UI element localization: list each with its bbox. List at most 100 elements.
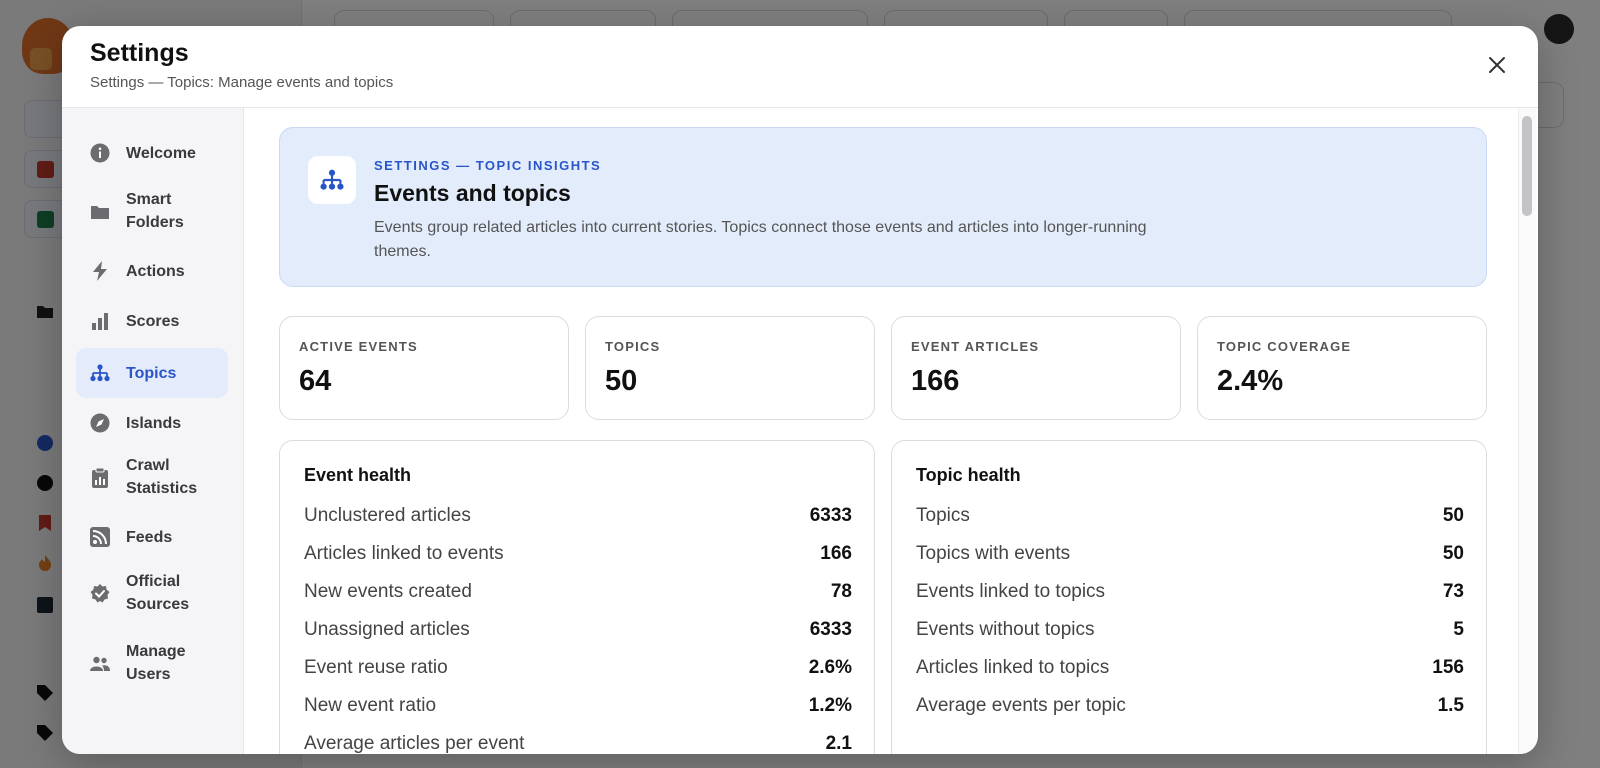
nav-item-label: Topics bbox=[126, 365, 177, 382]
event-health-row: Event reuse ratio 2.6% bbox=[304, 653, 852, 683]
modal-title: Settings bbox=[90, 39, 189, 67]
settings-nav: Welcome Smart Folders Actions Scores Topi bbox=[62, 108, 244, 754]
stat-value: 64 bbox=[299, 365, 332, 397]
metric-value: 5 bbox=[1453, 619, 1464, 640]
topic-health-title: Topic health bbox=[916, 465, 1021, 485]
nav-item-label: Crawl Statistics bbox=[126, 457, 198, 497]
bar-chart-icon bbox=[90, 311, 110, 331]
metric-value: 6333 bbox=[809, 505, 852, 526]
topic-insights-banner: SETTINGS — TOPIC INSIGHTS Events and top… bbox=[279, 127, 1487, 287]
metric-value: 2.6% bbox=[808, 657, 852, 678]
nav-item-welcome[interactable]: Welcome bbox=[76, 130, 228, 176]
settings-modal: Settings Settings — Topics: Manage event… bbox=[62, 26, 1538, 754]
topic-health-row: Average events per topic 1.5 bbox=[916, 691, 1464, 721]
modal-header: Settings Settings — Topics: Manage event… bbox=[62, 26, 1538, 108]
event-health-card: Event health Unclustered articles 6333 Ar… bbox=[279, 440, 875, 754]
topic-health-row: Topics with events 50 bbox=[916, 539, 1464, 569]
metric-value: 1.5 bbox=[1437, 695, 1464, 716]
modal-subtitle: Settings — Topics: Manage events and top… bbox=[90, 74, 394, 91]
metric-value: 50 bbox=[1442, 543, 1464, 564]
lightning-icon bbox=[90, 261, 110, 281]
stat-value: 2.4% bbox=[1217, 365, 1284, 397]
info-icon bbox=[90, 143, 110, 163]
stat-card-event-articles: EVENT ARTICLES 166 bbox=[891, 316, 1181, 420]
folder-icon bbox=[90, 202, 110, 222]
metric-label: Articles linked to topics bbox=[916, 657, 1110, 678]
nav-item-islands[interactable]: Islands bbox=[76, 400, 228, 446]
nav-item-label: Welcome bbox=[126, 145, 196, 162]
nav-item-label: Scores bbox=[126, 313, 180, 330]
nav-item-topics[interactable]: Topics bbox=[76, 348, 228, 398]
metric-value: 78 bbox=[830, 581, 852, 602]
hero-description: Events group related articles into curre… bbox=[374, 219, 1147, 260]
settings-content: SETTINGS — TOPIC INSIGHTS Events and top… bbox=[244, 108, 1538, 754]
event-health-row: Articles linked to events 166 bbox=[304, 539, 852, 569]
nav-item-crawl-statistics[interactable]: Crawl Statistics bbox=[76, 450, 228, 506]
nav-item-label: Actions bbox=[126, 263, 185, 280]
stat-value: 50 bbox=[605, 365, 638, 397]
metric-label: Events without topics bbox=[916, 619, 1095, 640]
nav-item-smart-folders[interactable]: Smart Folders bbox=[76, 184, 228, 240]
clipboard-icon bbox=[90, 468, 110, 488]
metric-value: 6333 bbox=[809, 619, 852, 640]
metric-label: Unassigned articles bbox=[304, 619, 470, 640]
metric-label: New events created bbox=[304, 581, 472, 602]
metric-label: Events linked to topics bbox=[916, 581, 1106, 602]
scrollbar-track[interactable] bbox=[1518, 108, 1536, 754]
nav-item-label: Islands bbox=[126, 415, 182, 432]
verified-badge-icon bbox=[90, 584, 110, 604]
nav-item-label: Manage Users bbox=[126, 643, 186, 683]
stat-label: ACTIVE EVENTS bbox=[299, 339, 418, 354]
nav-item-manage-users[interactable]: Manage Users bbox=[76, 636, 228, 692]
event-health-row: Average articles per event 2.1 bbox=[304, 729, 852, 754]
metric-value: 156 bbox=[1432, 657, 1464, 678]
metric-label: Event reuse ratio bbox=[304, 657, 448, 678]
compass-icon bbox=[90, 413, 110, 433]
metric-label: Average events per topic bbox=[916, 695, 1126, 716]
topic-health-row: Articles linked to topics 156 bbox=[916, 653, 1464, 683]
topic-health-card: Topic health Topics 50 Topics with events… bbox=[891, 440, 1487, 754]
stat-value: 166 bbox=[911, 365, 960, 397]
metric-value: 2.1 bbox=[825, 733, 852, 754]
hero-title: Events and topics bbox=[374, 180, 571, 206]
stat-card-active-events: ACTIVE EVENTS 64 bbox=[279, 316, 569, 420]
stat-label: TOPIC COVERAGE bbox=[1217, 339, 1352, 354]
metric-label: Topics with events bbox=[916, 543, 1071, 564]
nav-item-label: Smart Folders bbox=[126, 191, 184, 231]
stat-label: TOPICS bbox=[605, 339, 661, 354]
hero-icon-box bbox=[308, 156, 356, 204]
event-health-row: New events created 78 bbox=[304, 577, 852, 607]
nav-item-label: Official Sources bbox=[126, 573, 190, 613]
close-button[interactable] bbox=[1482, 50, 1512, 80]
event-health-row: Unassigned articles 6333 bbox=[304, 615, 852, 645]
hierarchy-icon bbox=[90, 363, 110, 383]
stat-label: EVENT ARTICLES bbox=[911, 339, 1040, 354]
nav-item-actions[interactable]: Actions bbox=[76, 248, 228, 294]
nav-item-official-sources[interactable]: Official Sources bbox=[76, 566, 228, 622]
topic-health-row: Events linked to topics 73 bbox=[916, 577, 1464, 607]
metric-value: 166 bbox=[820, 543, 852, 564]
stat-card-topic-coverage: TOPIC COVERAGE 2.4% bbox=[1197, 316, 1487, 420]
event-health-row: Unclustered articles 6333 bbox=[304, 501, 852, 531]
users-icon bbox=[90, 654, 110, 674]
event-health-row: New event ratio 1.2% bbox=[304, 691, 852, 721]
scrollbar-thumb[interactable] bbox=[1522, 116, 1532, 216]
metric-value: 1.2% bbox=[808, 695, 852, 716]
nav-item-feeds[interactable]: Feeds bbox=[76, 514, 228, 560]
metric-label: Unclustered articles bbox=[304, 505, 471, 526]
metric-label: New event ratio bbox=[304, 695, 437, 716]
topic-health-row: Events without topics 5 bbox=[916, 615, 1464, 645]
metric-label: Average articles per event bbox=[304, 733, 525, 754]
close-icon bbox=[1489, 57, 1505, 73]
metric-label: Articles linked to events bbox=[304, 543, 504, 564]
rss-icon bbox=[90, 527, 110, 547]
topic-health-row: Topics 50 bbox=[916, 501, 1464, 531]
metric-value: 73 bbox=[1442, 581, 1464, 602]
nav-item-label: Feeds bbox=[126, 529, 173, 546]
metric-value: 50 bbox=[1442, 505, 1464, 526]
metric-label: Topics bbox=[916, 505, 970, 526]
nav-item-scores[interactable]: Scores bbox=[76, 298, 228, 344]
stat-card-topics: TOPICS 50 bbox=[585, 316, 875, 420]
event-health-title: Event health bbox=[304, 465, 412, 485]
hierarchy-icon bbox=[320, 169, 344, 190]
